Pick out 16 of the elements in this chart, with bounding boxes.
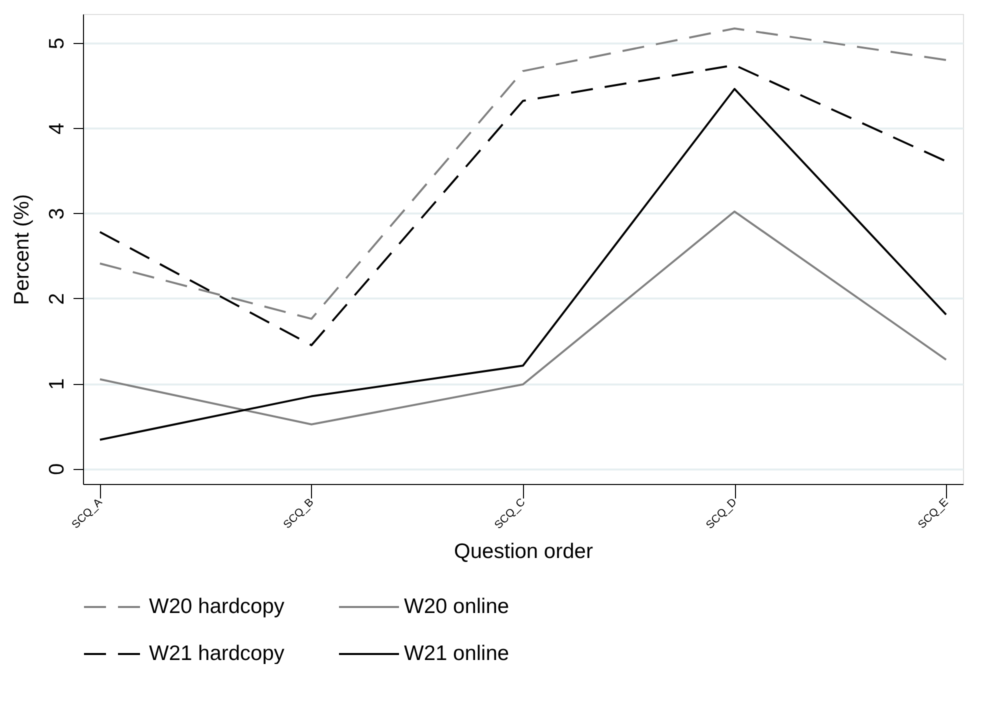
y-tick-label: 5	[46, 38, 68, 50]
line-series	[98, 27, 948, 320]
legend-label: W20 online	[404, 595, 510, 618]
legend-label: W20 hardcopy	[149, 595, 285, 618]
line-series	[98, 88, 948, 441]
y-tick-label: 3	[46, 208, 68, 220]
y-tick-label: 4	[46, 122, 68, 134]
y-axis-title: Percent (%)	[10, 194, 34, 305]
line-series	[98, 64, 948, 346]
y-tick-label: 0	[46, 463, 68, 476]
y-tick-label: 1	[46, 378, 68, 390]
x-axis-title: Question order	[454, 540, 593, 563]
legend-label: W21 online	[404, 642, 510, 665]
legend-label: W21 hardcopy	[149, 642, 285, 665]
y-tick-label: 2	[46, 293, 68, 305]
line-series	[98, 210, 948, 426]
